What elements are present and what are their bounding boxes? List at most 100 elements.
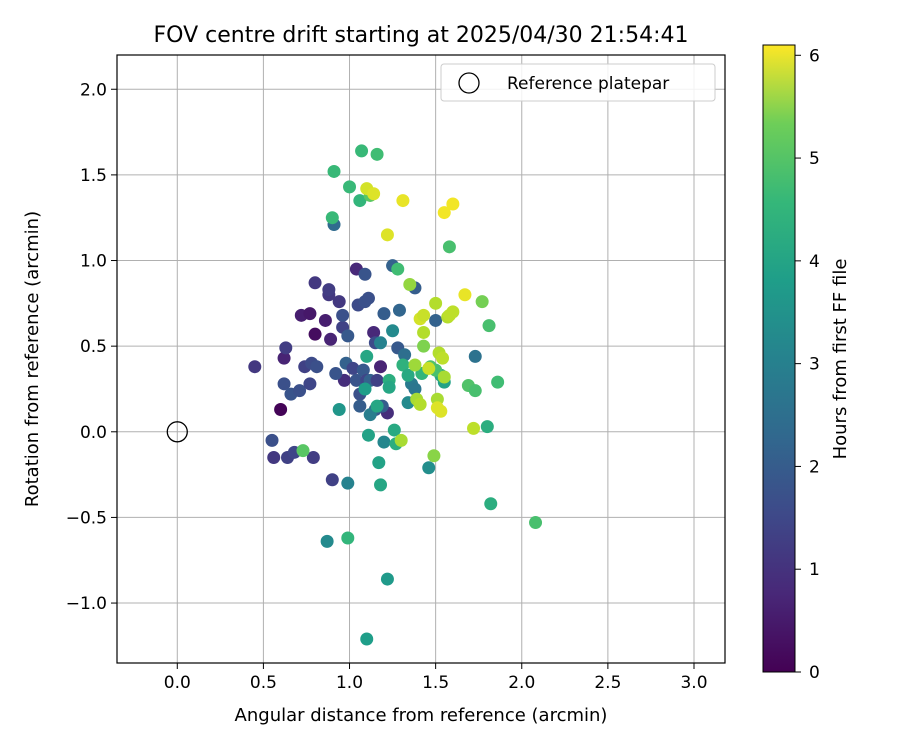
data-point xyxy=(394,433,408,447)
data-point xyxy=(370,399,384,413)
data-point xyxy=(417,325,431,339)
data-point xyxy=(377,307,391,321)
legend-marker-icon xyxy=(458,72,480,94)
colorbar-tick-label: 2 xyxy=(809,457,820,477)
data-point xyxy=(303,377,317,391)
data-point xyxy=(358,382,372,396)
data-point xyxy=(386,324,400,338)
data-point xyxy=(322,283,336,297)
data-point xyxy=(429,296,443,310)
data-point xyxy=(310,360,324,374)
data-point xyxy=(332,295,346,309)
data-points xyxy=(248,144,543,646)
data-point xyxy=(480,420,494,434)
data-point xyxy=(372,456,386,470)
data-point xyxy=(380,572,394,586)
data-point xyxy=(427,449,441,463)
x-axis-ticks: 0.0 0.5 1.0 1.5 2.0 2.5 3.0 xyxy=(164,663,708,693)
data-point xyxy=(529,516,543,530)
data-point xyxy=(324,332,338,346)
x-tick-label: 3.0 xyxy=(680,673,707,693)
data-point xyxy=(353,399,367,413)
data-point xyxy=(320,534,334,548)
y-axis-label: Rotation from reference (arcmin) xyxy=(22,211,43,507)
chart-title: FOV centre drift starting at 2025/04/30 … xyxy=(154,23,689,48)
y-tick-label: 1.5 xyxy=(80,166,107,186)
data-point xyxy=(329,367,343,381)
colorbar-tick-label: 0 xyxy=(809,663,820,683)
data-point xyxy=(392,303,406,317)
data-point xyxy=(408,358,422,372)
data-point xyxy=(475,295,489,309)
colorbar-gradient xyxy=(762,44,796,673)
colorbar-tick-label: 5 xyxy=(809,149,820,169)
data-point xyxy=(442,240,456,254)
data-point xyxy=(417,339,431,353)
legend: Reference platepar xyxy=(440,63,716,102)
data-point xyxy=(396,194,410,208)
x-tick-label: 1.5 xyxy=(422,673,449,693)
x-tick-label: 2.5 xyxy=(594,673,621,693)
data-point xyxy=(318,313,332,327)
legend-entry-reference-platepar: Reference platepar xyxy=(507,74,669,94)
data-point xyxy=(446,197,460,211)
data-point xyxy=(358,267,372,281)
data-point xyxy=(380,228,394,242)
data-point xyxy=(308,276,322,290)
colorbar: 0 1 2 3 4 5 6 Hours from first FF file xyxy=(762,44,851,683)
data-point xyxy=(308,327,322,341)
data-point xyxy=(343,180,357,194)
data-point xyxy=(446,305,460,319)
data-point xyxy=(293,384,307,398)
data-point xyxy=(429,313,443,327)
data-point xyxy=(355,144,369,158)
data-point xyxy=(458,288,472,302)
data-point xyxy=(356,363,370,377)
data-point xyxy=(325,211,339,225)
data-point xyxy=(374,360,388,374)
data-point xyxy=(361,291,375,305)
data-point xyxy=(468,384,482,398)
data-point xyxy=(303,307,317,321)
data-point xyxy=(327,164,341,178)
y-tick-label: 1.0 xyxy=(80,252,107,272)
data-point xyxy=(325,473,339,487)
data-point xyxy=(296,444,310,458)
data-point xyxy=(437,206,451,220)
data-point xyxy=(391,262,405,276)
data-point xyxy=(341,329,355,343)
data-point xyxy=(353,194,367,208)
data-point xyxy=(491,375,505,389)
y-axis-ticks: −1.0 −0.5 0.0 0.5 1.0 1.5 2.0 xyxy=(66,80,117,614)
data-point xyxy=(370,373,384,387)
colorbar-tick-label: 6 xyxy=(809,46,820,66)
data-point xyxy=(349,373,363,387)
data-point xyxy=(367,325,381,339)
colorbar-tick-label: 1 xyxy=(809,560,820,580)
colorbar-label: Hours from first FF file xyxy=(830,259,851,460)
x-tick-label: 0.5 xyxy=(250,673,277,693)
data-point xyxy=(413,397,427,411)
data-point xyxy=(267,450,281,464)
data-point xyxy=(265,433,279,447)
data-point xyxy=(468,349,482,363)
data-point xyxy=(467,421,481,435)
x-tick-label: 0.0 xyxy=(164,673,191,693)
plot-frame xyxy=(116,54,726,664)
reference-marker xyxy=(166,421,188,443)
data-point xyxy=(436,351,450,365)
y-tick-label: −0.5 xyxy=(66,508,107,528)
data-point xyxy=(360,349,374,363)
x-tick-label: 1.0 xyxy=(336,673,363,693)
x-tick-label: 2.0 xyxy=(508,673,535,693)
grid xyxy=(117,55,725,663)
colorbar-ticks: 0 1 2 3 4 5 6 xyxy=(795,46,820,683)
legend-box xyxy=(440,63,716,102)
data-point xyxy=(401,368,415,382)
data-point xyxy=(306,450,320,464)
data-point xyxy=(484,497,498,511)
data-point xyxy=(370,147,384,161)
data-point xyxy=(277,351,291,365)
data-point xyxy=(422,361,436,375)
